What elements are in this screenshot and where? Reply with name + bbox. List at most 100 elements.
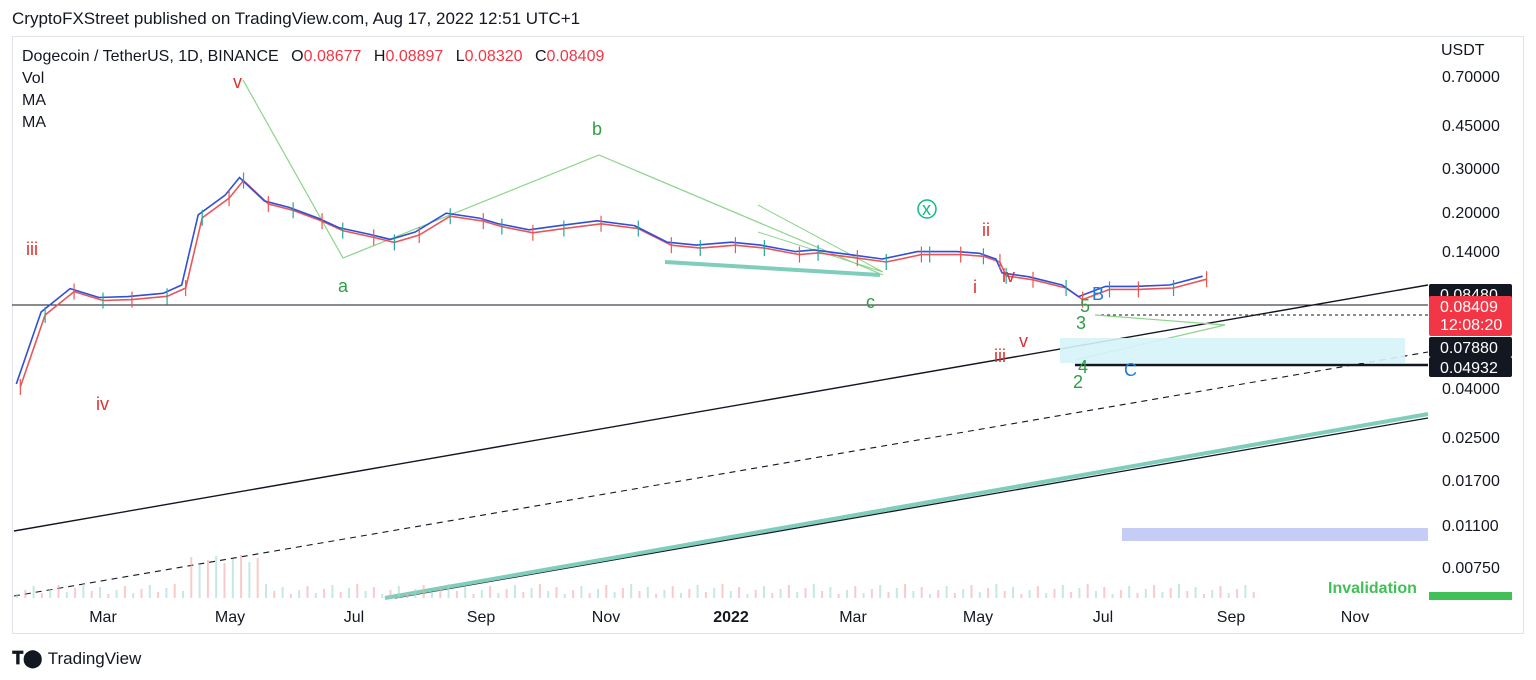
volume-bar [1012,587,1014,598]
volume-bar [173,584,176,598]
countdown-label: 12:08:20 [1440,317,1502,334]
volume-bar [796,592,799,598]
volume-bar [1061,585,1064,598]
volume-bar [406,593,409,598]
volume-bar [74,588,77,598]
volume-bar [630,584,633,598]
time-tick: May [215,609,245,626]
wave-label: b [592,119,602,139]
invalidation-box [1429,592,1512,600]
price-tick: 0.01100 [1442,518,1499,535]
time-tick: Nov [592,609,620,626]
time-tick: Mar [839,609,867,626]
volume-bar [273,591,276,598]
volume-bar [787,585,790,598]
indicator-ma-2[interactable]: MA [22,114,46,131]
volume-bar [854,586,857,598]
support-zone [1060,338,1405,363]
volume-bar [655,594,658,598]
volume-bar [447,584,450,598]
price-line-layer [15,172,1208,395]
volume-bar [331,585,334,598]
chart-frame[interactable] [12,36,1524,634]
volume-bar [16,594,18,598]
volume-bar [165,588,168,598]
volume-bar [646,587,649,598]
volume-bar [597,589,599,598]
price-label-box [1429,337,1512,357]
trendline-upper [13,284,1429,532]
volume-bar [356,584,359,598]
volume-bar [107,594,110,598]
volume-bar [281,587,284,598]
wave-label: iii [26,239,38,259]
volume-bar [887,592,890,598]
volume-bar [1003,591,1006,598]
trendline-dashed [13,351,1429,597]
volume-bar [497,593,500,598]
volume-bar [879,585,882,598]
close-value: 0.08409 [546,48,605,65]
tradingview-brand[interactable]: 𝐓⬤ TradingView [12,648,141,669]
wave-label: iv [1002,266,1015,286]
volume-bar [306,586,309,598]
open-value: 0.08677 [303,48,362,65]
volume-bar [563,594,566,598]
wedge-lines [757,204,884,273]
volume-bar [223,563,226,598]
volume-bar [1070,592,1073,598]
wave-circle-icon [917,199,937,219]
wave-label: iii [994,346,1006,366]
volume-bar [1252,592,1255,598]
volume-bar [912,591,915,598]
low-label: L [455,48,465,65]
volume-bar [580,586,583,598]
price-unit: USDT [1441,42,1485,59]
volume-bar [323,589,326,598]
trendline-lower [394,417,1429,599]
symbol-name[interactable]: Dogecoin / TetherUS, 1D, BINANCE [22,48,279,65]
wave-label: a [338,276,349,296]
volume-bar [90,591,93,598]
volume-bar [1194,587,1197,598]
wave-label: x [922,199,931,219]
wedge-base-teal [664,260,881,277]
volume-bar [505,589,508,598]
indicator-ma-1[interactable]: MA [22,92,46,109]
time-tick: Nov [1341,609,1369,626]
volume-bar [837,594,840,598]
volume-bar [464,587,467,598]
wave-label: i [973,277,977,297]
volume-bar [372,587,375,598]
volume-bar [555,587,558,598]
volume-bar [1078,588,1081,598]
symbol-row: Dogecoin / TetherUS, 1D, BINANCE O0.0867… [22,46,604,68]
volume-bar [929,594,931,598]
volume-bar [422,585,425,598]
volume-bar [688,589,691,598]
indicator-vol[interactable]: Vol [22,70,45,87]
volume-bar [1169,588,1172,598]
time-tick: 2022 [713,609,749,626]
volume-bar [870,589,873,598]
close-label: C [534,48,547,65]
volume-bar [663,590,666,598]
volume-bar [696,585,699,598]
open-label: O [291,48,304,65]
wave-zigzag [242,79,884,276]
chart-legend: Dogecoin / TetherUS, 1D, BINANCE O0.0867… [22,46,604,134]
volume-bar [1144,589,1147,598]
volume-bar [945,586,948,598]
volume-bar [190,557,193,598]
volume-bar [713,588,716,598]
invalidation-label: Invalidation [1328,580,1417,597]
volume-bar [389,590,392,598]
high-label: H [373,48,386,65]
volume-bar [1053,589,1056,598]
volume-bar [1128,586,1131,598]
volume-bar [148,585,151,598]
volume-bar [547,591,550,598]
volume-bar [895,588,898,598]
